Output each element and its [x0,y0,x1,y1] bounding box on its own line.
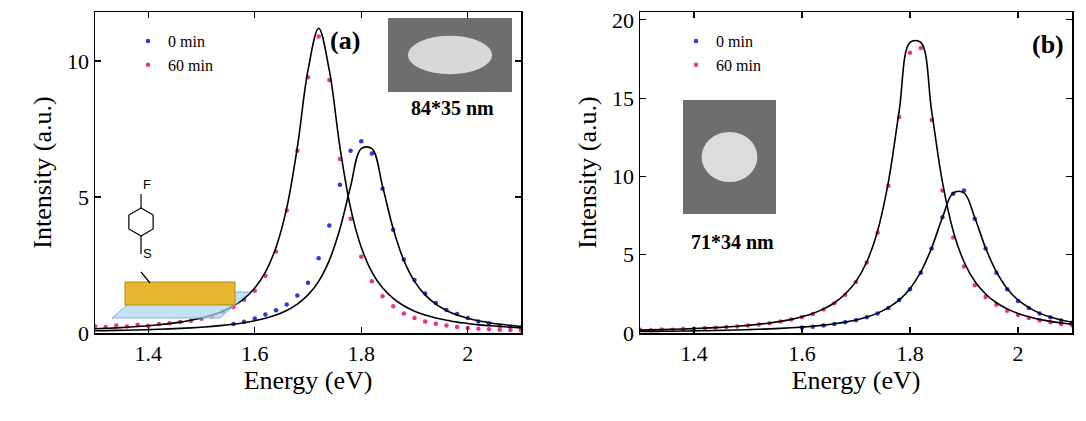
svg-text:10: 10 [67,49,89,74]
svg-text:15: 15 [612,86,634,111]
svg-text:0 min: 0 min [716,33,753,50]
svg-text:1.8: 1.8 [348,341,376,366]
svg-text:1.8: 1.8 [896,341,924,366]
svg-text:84*35 nm: 84*35 nm [411,97,494,119]
svg-text:S: S [143,246,152,261]
svg-text:1.4: 1.4 [135,341,163,366]
svg-text:0: 0 [623,321,634,346]
svg-text:2: 2 [462,341,473,366]
svg-text:0: 0 [78,321,89,346]
svg-text:Energy (eV): Energy (eV) [244,366,373,395]
svg-text:5: 5 [623,242,634,267]
svg-text:1.6: 1.6 [241,341,269,366]
svg-text:Energy (eV): Energy (eV) [792,366,921,395]
svg-text:71*34 nm: 71*34 nm [691,231,774,253]
svg-text:60 min: 60 min [168,57,213,74]
svg-text:10: 10 [612,164,634,189]
svg-text:1.4: 1.4 [680,341,708,366]
svg-text:F: F [143,177,151,192]
svg-text:60 min: 60 min [716,57,761,74]
svg-text:2: 2 [1013,341,1024,366]
svg-text:Intensity (a.u.): Intensity (a.u.) [573,96,602,248]
svg-text:1.6: 1.6 [788,341,816,366]
svg-text:5: 5 [78,185,89,210]
svg-text:(a): (a) [330,26,360,55]
svg-text:(b): (b) [1032,30,1064,59]
svg-text:Intensity (a.u.): Intensity (a.u.) [28,96,57,248]
svg-text:0 min: 0 min [168,33,205,50]
svg-text:20: 20 [612,8,634,33]
